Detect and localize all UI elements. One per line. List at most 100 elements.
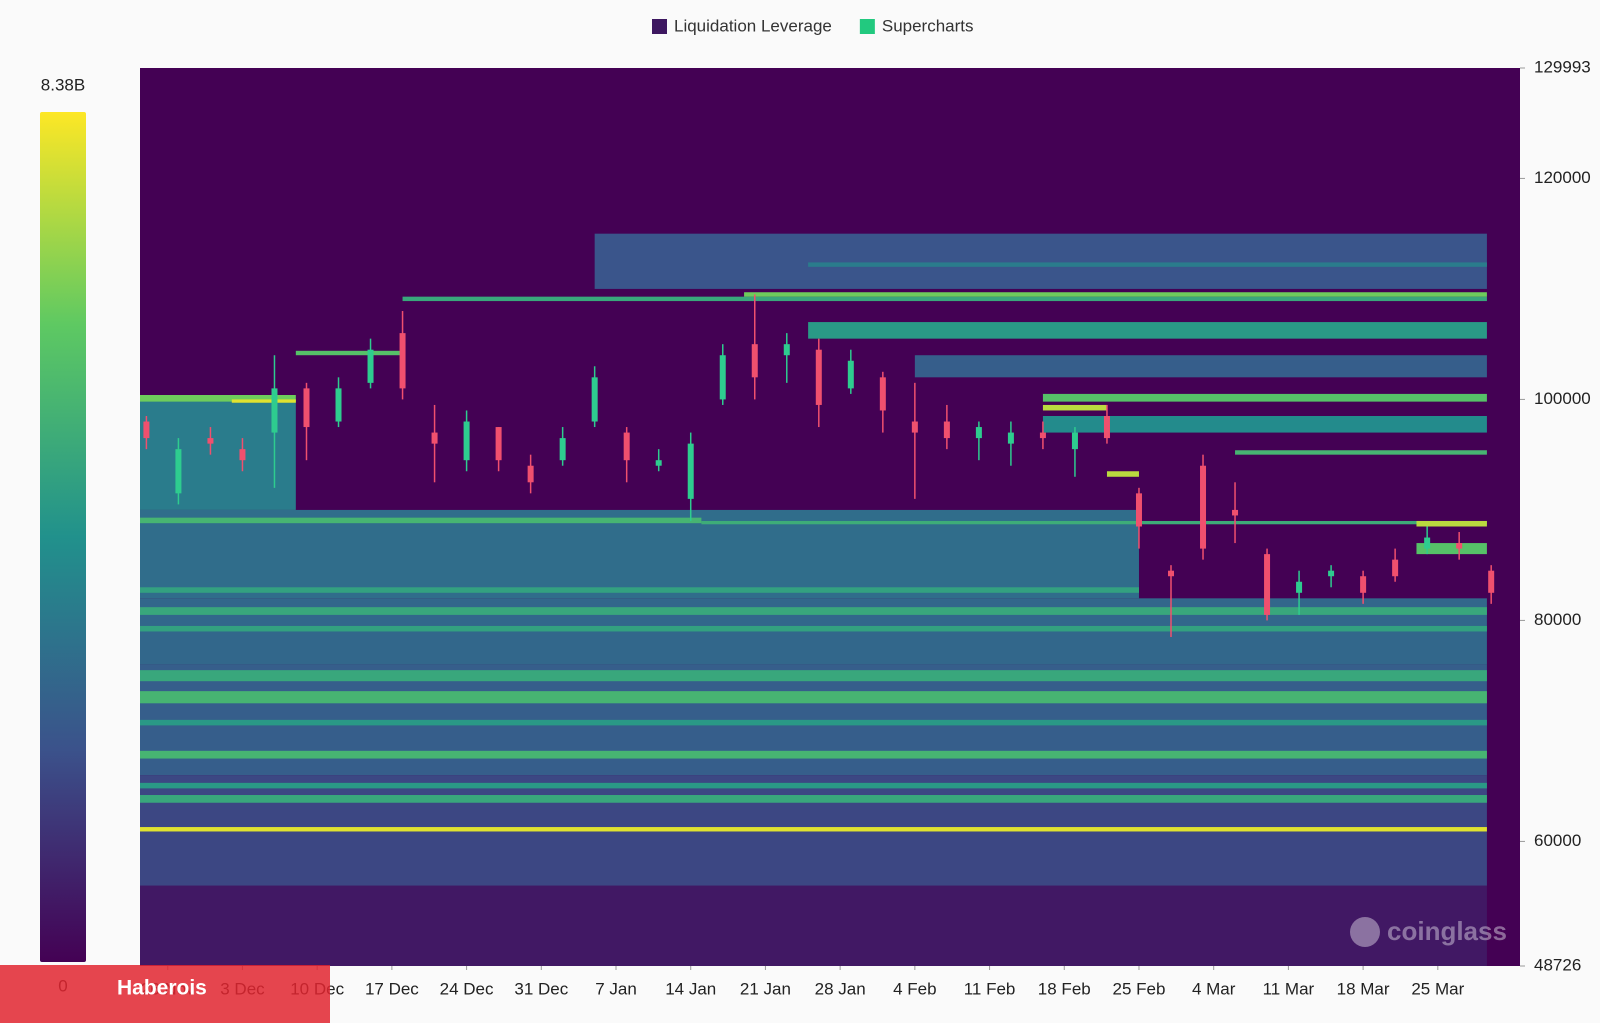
candle-body bbox=[527, 465, 534, 483]
heat-band bbox=[295, 350, 403, 356]
heatmap bbox=[140, 233, 1487, 966]
candle-body bbox=[1360, 576, 1367, 593]
candle-body bbox=[463, 421, 470, 461]
y-tick-label: 100000 bbox=[1534, 389, 1591, 408]
x-tick-label: 31 Dec bbox=[514, 979, 568, 998]
candle-body bbox=[431, 432, 438, 444]
legend: Liquidation Leverage Supercharts bbox=[652, 16, 974, 35]
x-tick-label: 4 Feb bbox=[893, 979, 936, 998]
candles bbox=[143, 294, 1495, 637]
y-tick-label: 60000 bbox=[1534, 831, 1581, 850]
x-tick-label: 11 Mar bbox=[1263, 979, 1315, 998]
heat-band bbox=[140, 719, 1487, 726]
heat-band bbox=[140, 509, 1139, 599]
candle-body bbox=[303, 388, 310, 428]
candle-body bbox=[1007, 432, 1014, 444]
x-tick-label: 11 Feb bbox=[964, 979, 1016, 998]
heat-band bbox=[140, 670, 1487, 682]
heat-band bbox=[140, 587, 1139, 593]
candle-body bbox=[495, 427, 502, 461]
heat-band bbox=[1416, 543, 1487, 555]
candle-body bbox=[1135, 493, 1142, 527]
watermark-text: coinglass bbox=[1387, 916, 1507, 946]
x-tick-label: 18 Feb bbox=[1038, 979, 1091, 998]
candle-body bbox=[1424, 537, 1431, 549]
candle-body bbox=[975, 427, 982, 439]
candle-body bbox=[1456, 543, 1463, 549]
y-tick-label: 80000 bbox=[1534, 610, 1581, 629]
heat-band bbox=[140, 607, 1487, 615]
heat-band bbox=[1416, 520, 1487, 527]
candle-body bbox=[1264, 554, 1271, 615]
x-tick-label: 24 Dec bbox=[440, 979, 494, 998]
colorbar-label: 8.38B bbox=[41, 75, 85, 94]
heat-band bbox=[140, 750, 1487, 759]
x-tick-label: 17 Dec bbox=[365, 979, 419, 998]
candle-body bbox=[399, 333, 406, 389]
heat-band bbox=[701, 520, 1487, 525]
heat-band bbox=[1235, 450, 1487, 455]
legend-swatch bbox=[859, 19, 875, 34]
heat-band bbox=[808, 262, 1487, 267]
heat-band bbox=[140, 399, 296, 510]
candle-body bbox=[879, 377, 886, 411]
candle-body bbox=[143, 421, 150, 439]
candle-body bbox=[911, 421, 918, 433]
candle-body bbox=[623, 432, 630, 461]
candle-body bbox=[783, 344, 790, 356]
candle-body bbox=[591, 377, 598, 422]
x-tick-label: 14 Jan bbox=[665, 979, 716, 998]
x-tick-label: 4 Mar bbox=[1192, 979, 1236, 998]
candle-body bbox=[1200, 465, 1207, 549]
heat-band bbox=[140, 395, 296, 402]
heat-band bbox=[744, 292, 1487, 297]
candle-body bbox=[1071, 432, 1078, 450]
heat-band bbox=[140, 827, 1487, 832]
x-tick-label: 25 Mar bbox=[1411, 979, 1464, 998]
badge-box bbox=[0, 965, 330, 1023]
heat-band bbox=[231, 399, 296, 403]
candle-body bbox=[815, 349, 822, 405]
x-tick-label: 28 Jan bbox=[815, 979, 866, 998]
heat-band bbox=[140, 691, 1487, 704]
candle-body bbox=[1392, 559, 1399, 577]
x-tick-label: 7 Jan bbox=[595, 979, 637, 998]
candle-body bbox=[1167, 570, 1174, 577]
watermark-icon bbox=[1350, 917, 1380, 947]
y-tick-label: 48726 bbox=[1534, 955, 1581, 974]
candle-body bbox=[1296, 581, 1303, 593]
heat-band bbox=[140, 625, 1487, 632]
heat-band bbox=[402, 296, 1487, 302]
y-tick-label: 129993 bbox=[1534, 57, 1591, 76]
candle-body bbox=[239, 449, 246, 461]
heat-band bbox=[1042, 404, 1107, 411]
heat-band bbox=[140, 517, 702, 524]
colorbar bbox=[40, 112, 86, 962]
heat-band bbox=[808, 322, 1487, 339]
heat-band bbox=[914, 355, 1487, 378]
heat-band bbox=[1042, 393, 1487, 402]
candle-body bbox=[1039, 432, 1046, 439]
heat-band bbox=[140, 782, 1487, 789]
heat-band bbox=[1042, 415, 1487, 433]
badge-text: Haberois bbox=[117, 977, 207, 1000]
watermark: coinglass bbox=[1350, 916, 1507, 947]
x-tick-label: 25 Feb bbox=[1113, 979, 1166, 998]
candle-body bbox=[655, 460, 662, 466]
candle-body bbox=[687, 443, 694, 499]
x-tick-label: 18 Mar bbox=[1337, 979, 1390, 998]
candle-body bbox=[367, 349, 374, 383]
candle-body bbox=[559, 438, 566, 461]
candle-body bbox=[1328, 570, 1335, 577]
candle-body bbox=[719, 355, 726, 400]
heat-band bbox=[140, 795, 1487, 803]
candle-body bbox=[271, 388, 278, 433]
y-tick-label: 120000 bbox=[1534, 168, 1591, 187]
candle-body bbox=[1103, 415, 1110, 439]
candle-body bbox=[847, 360, 854, 389]
candle-body bbox=[1232, 509, 1239, 516]
heat-band bbox=[1106, 471, 1139, 477]
heat-band bbox=[594, 233, 1487, 289]
